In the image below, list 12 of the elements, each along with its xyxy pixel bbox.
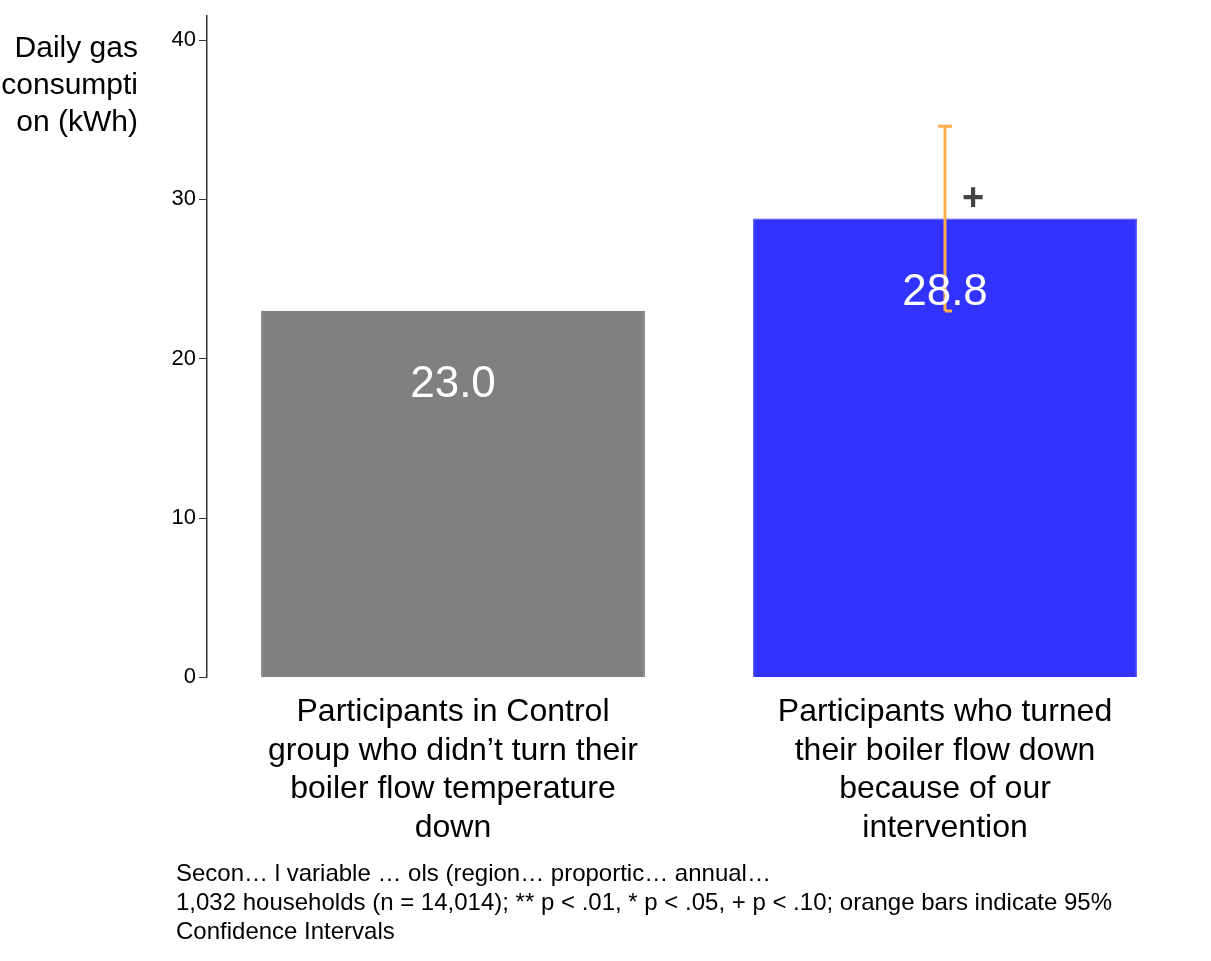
y-tick-label: 0: [183, 663, 196, 689]
y-tick-label: 10: [171, 504, 196, 530]
y-tick-label: 20: [171, 344, 196, 370]
text: Secon… l variable … ols (region… proportic… annual…: [176, 858, 772, 887]
annotation: +: [961, 175, 985, 218]
data-label: 23.0: [410, 357, 496, 407]
y-tick-label: 40: [171, 26, 196, 52]
x-tick-label: Participants in Control group who didn’t turn their boiler flow temperature down: [268, 692, 639, 844]
y-tick-label: 30: [171, 185, 196, 211]
x-tick-label: Participants who turned their boiler flow down because of our intervention: [777, 692, 1113, 844]
y-axis-title: Daily gas consumption (kWh): [0, 29, 138, 139]
text: 1,032 households (n = 14,014); ** p < .01, * p < .05, + p < .10; orange bars indicate 95% Confidence Intervals: [176, 887, 1113, 945]
